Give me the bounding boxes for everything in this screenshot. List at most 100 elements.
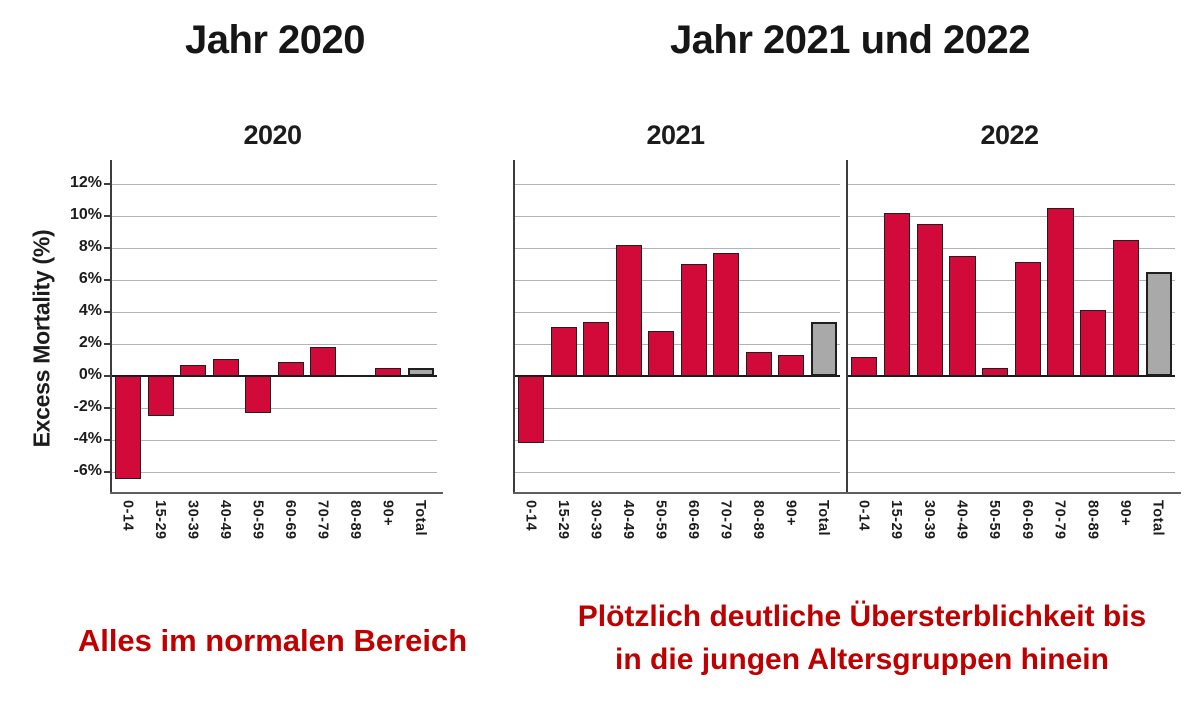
y-tick-mark: [104, 375, 110, 378]
gridline: [112, 183, 437, 185]
y-tick-label: 2%: [78, 334, 102, 352]
x-tick-label: 50-59: [249, 500, 266, 540]
chart-2020-plot: 0-14 15-29 30-39 40-49 50-59 60-69 70-79 80-89 9…: [70, 160, 443, 540]
gridline: [112, 439, 437, 441]
bar-15-29: [550, 326, 577, 377]
bar-30-39: [583, 321, 610, 377]
gridline: [515, 311, 840, 313]
x-tick-label: 40-49: [619, 500, 636, 540]
x-tick-label: 80-89: [749, 500, 766, 540]
x-tick-label: 15-29: [151, 500, 168, 540]
section-title-2020: Jahr 2020: [184, 18, 366, 62]
bar-90+: [778, 355, 805, 377]
x-tick-label: 40-49: [216, 500, 233, 540]
gridline: [112, 471, 437, 473]
x-axis-line: [846, 492, 1181, 494]
y-tick-mark: [104, 407, 110, 410]
bar-60-69: [680, 264, 707, 377]
x-tick-label: 80-89: [346, 500, 363, 540]
y-axis-title: Excess Mortality (%): [28, 229, 55, 448]
bar-50-59: [245, 376, 272, 413]
chart-2021-plot: 0-14 15-29 30-39 40-49 50-59 60-69 70-79 80-89 9…: [513, 160, 846, 540]
y-tick-label: -2%: [73, 398, 102, 416]
bar-15-29: [883, 212, 911, 377]
gridline: [112, 215, 437, 217]
gridline: [848, 471, 1175, 473]
chart-title-2021: 2021: [646, 120, 705, 150]
caption-line-1: Plötzlich deutliche Übersterblichkeit bi…: [577, 600, 1147, 633]
x-axis-line: [513, 492, 846, 494]
x-tick-label: 90+: [782, 500, 799, 527]
gridline: [515, 343, 840, 345]
x-tick-label: 70-79: [717, 500, 734, 540]
gridline: [848, 183, 1175, 185]
bar-70-79: [1047, 208, 1074, 377]
y-tick-mark: [104, 471, 110, 474]
x-tick-label: 90+: [1116, 500, 1133, 527]
gridline: [848, 247, 1175, 249]
chart-title-2020: 2020: [243, 120, 302, 150]
y-tick-label: 10%: [69, 206, 102, 224]
zero-axis-line: [112, 375, 437, 378]
bar-40-49: [615, 244, 642, 377]
gridline: [112, 247, 437, 249]
x-tick-label: 70-79: [1051, 500, 1068, 540]
bar-Total: [407, 368, 434, 377]
gridline: [848, 279, 1175, 281]
x-tick-label: 30-39: [920, 500, 937, 540]
x-tick-label: 50-59: [986, 500, 1003, 540]
x-tick-label: 90+: [379, 500, 396, 527]
y-tick-mark: [104, 183, 110, 185]
caption-line-2: in die jungen Altersgruppen hinein: [615, 642, 1109, 676]
gridline: [515, 279, 840, 281]
gridline: [848, 439, 1175, 441]
gridline: [515, 183, 840, 185]
x-tick-label: 30-39: [587, 500, 604, 540]
bar-80-89: [1080, 310, 1107, 377]
x-tick-label: 50-59: [652, 500, 669, 540]
y-tick-mark: [104, 279, 110, 282]
gridline: [848, 215, 1175, 217]
bar-90+: [1112, 240, 1140, 377]
chart-2022-plot: 0-14 15-29 30-39 40-49 50-59 60-69 70-79 80-89 9…: [846, 160, 1181, 540]
bar-0-14: [518, 376, 545, 444]
y-tick-label: -6%: [73, 462, 102, 480]
y-tick-label: 12%: [69, 174, 102, 191]
x-tick-label: 80-89: [1084, 500, 1101, 540]
caption-2021-2022: Plötzlich deutliche Übersterblichkeit bi…: [528, 596, 1196, 681]
x-tick-label: 40-49: [953, 500, 970, 540]
bar-15-29: [147, 376, 174, 417]
caption-2020: Alles im normalen Bereich: [77, 623, 468, 658]
chart-title-2022: 2022: [980, 120, 1039, 150]
bar-90+: [375, 368, 402, 377]
gridline: [112, 343, 437, 345]
y-tick-mark: [104, 343, 110, 346]
bar-0-14: [851, 356, 878, 377]
x-tick-label: 15-29: [888, 500, 905, 540]
x-tick-label: 70-79: [314, 500, 331, 540]
x-tick-label: 0-14: [522, 500, 539, 532]
y-tick-mark: [104, 311, 110, 314]
x-tick-label: 60-69: [281, 500, 298, 540]
y-tick-label: 8%: [78, 238, 102, 256]
gridline: [848, 407, 1175, 409]
bar-70-79: [713, 252, 740, 377]
x-tick-label: 15-29: [554, 500, 571, 540]
x-tick-label: 60-69: [684, 500, 701, 540]
bar-30-39: [916, 224, 943, 377]
x-tick-label: Total: [411, 500, 428, 537]
gridline: [112, 407, 437, 409]
bar-Total: [810, 321, 837, 377]
bar-50-59: [982, 368, 1009, 377]
y-tick-label: 4%: [78, 302, 102, 320]
bar-80-89: [745, 352, 772, 377]
x-tick-label: Total: [814, 500, 831, 537]
y-tick-label: 6%: [78, 270, 102, 288]
bar-50-59: [648, 331, 675, 377]
gridline: [515, 215, 840, 217]
gridline: [112, 311, 437, 313]
gridline: [112, 279, 437, 281]
x-tick-label: Total: [1149, 500, 1166, 537]
bar-Total: [1145, 272, 1172, 377]
